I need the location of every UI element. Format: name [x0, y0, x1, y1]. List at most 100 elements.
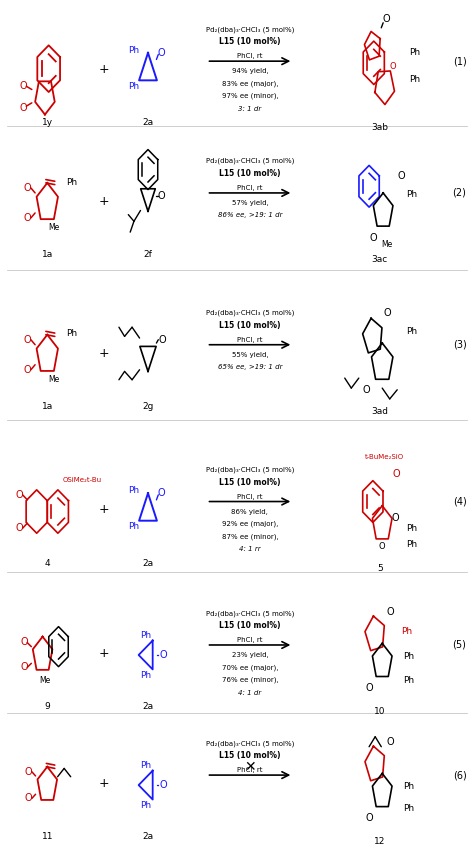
Text: 3ab: 3ab [371, 123, 388, 132]
Text: Ph: Ph [403, 676, 414, 684]
Text: L15 (10 mol%): L15 (10 mol%) [219, 37, 281, 47]
Text: 1a: 1a [42, 250, 53, 259]
Text: O: O [24, 365, 31, 375]
Text: PhCl, rt: PhCl, rt [237, 337, 263, 343]
Text: +: + [98, 63, 109, 76]
Text: L15 (10 mol%): L15 (10 mol%) [219, 321, 281, 330]
Text: (1): (1) [453, 56, 466, 66]
Text: L15 (10 mol%): L15 (10 mol%) [219, 751, 281, 761]
Text: PhCl, rt: PhCl, rt [237, 494, 263, 499]
Text: O: O [20, 662, 27, 672]
Text: 57% yield,: 57% yield, [231, 200, 268, 206]
Text: (3): (3) [453, 340, 466, 349]
Text: Ph: Ph [406, 524, 417, 533]
Text: Me: Me [381, 240, 392, 249]
Text: +: + [98, 347, 109, 360]
Text: Me: Me [49, 224, 60, 232]
Text: 1y: 1y [42, 119, 53, 127]
Text: +: + [98, 504, 109, 516]
Text: O: O [19, 103, 27, 113]
Text: O: O [19, 81, 27, 92]
Text: O: O [362, 385, 370, 395]
Text: O: O [159, 780, 167, 790]
Text: 11: 11 [42, 832, 53, 841]
Text: 1a: 1a [42, 402, 53, 411]
Text: +: + [98, 195, 109, 208]
Text: Ph: Ph [406, 540, 417, 550]
Text: Ph: Ph [406, 326, 417, 336]
Text: 9: 9 [45, 702, 50, 711]
Text: 94% yield,: 94% yield, [231, 68, 268, 74]
Text: 2a: 2a [142, 119, 154, 127]
Text: 86% ee, >19: 1 dr: 86% ee, >19: 1 dr [218, 213, 282, 219]
Text: O: O [24, 335, 31, 345]
Text: O: O [157, 192, 165, 201]
Text: Ph: Ph [128, 46, 139, 55]
Text: (4): (4) [453, 497, 466, 506]
Text: +: + [98, 647, 109, 660]
Text: 2a: 2a [142, 702, 154, 711]
Text: O: O [383, 308, 391, 318]
Text: 5: 5 [377, 564, 383, 572]
Text: O: O [158, 335, 166, 345]
Text: O: O [382, 14, 390, 25]
Text: 4: 1 rr: 4: 1 rr [239, 546, 261, 552]
Text: O: O [397, 171, 405, 181]
Text: L15 (10 mol%): L15 (10 mol%) [219, 170, 281, 178]
Text: Ph: Ph [407, 190, 418, 199]
Text: O: O [379, 542, 385, 551]
Text: L15 (10 mol%): L15 (10 mol%) [219, 477, 281, 487]
Text: t-BuMe₂SiO: t-BuMe₂SiO [365, 455, 404, 460]
Text: PhCl, rt: PhCl, rt [237, 53, 263, 59]
Text: O: O [159, 650, 167, 660]
Text: Ph: Ph [140, 801, 151, 811]
Text: Ph: Ph [128, 81, 139, 91]
Text: O: O [157, 488, 165, 498]
Text: O: O [369, 233, 377, 243]
Text: O: O [157, 47, 165, 58]
Text: 23% yield,: 23% yield, [231, 652, 268, 658]
Text: Ph: Ph [403, 804, 414, 813]
Text: 10: 10 [374, 707, 386, 717]
Text: (5): (5) [453, 640, 466, 650]
Text: 65% ee, >19: 1 dr: 65% ee, >19: 1 dr [218, 365, 282, 371]
Text: 4: 1 dr: 4: 1 dr [238, 689, 262, 695]
Text: 55% yield,: 55% yield, [232, 352, 268, 358]
Text: Ph: Ph [403, 782, 414, 791]
Text: 12: 12 [374, 837, 385, 846]
Text: Ph: Ph [410, 48, 420, 58]
Text: Ph: Ph [66, 329, 77, 338]
Text: 4: 4 [45, 559, 50, 568]
Text: (6): (6) [453, 770, 466, 780]
Text: O: O [365, 813, 373, 823]
Text: Pd₂(dba)₃·CHCl₃ (5 mol%): Pd₂(dba)₃·CHCl₃ (5 mol%) [206, 610, 294, 616]
Text: O: O [20, 638, 27, 648]
Text: O: O [392, 513, 399, 523]
Text: PhCl, rt: PhCl, rt [237, 637, 263, 643]
Text: 2a: 2a [142, 832, 154, 841]
Text: 87% ee (minor),: 87% ee (minor), [221, 533, 278, 540]
Text: O: O [25, 794, 32, 803]
Text: 3ac: 3ac [372, 255, 388, 265]
Text: Me: Me [49, 376, 60, 384]
Text: O: O [25, 767, 32, 777]
Text: 2a: 2a [142, 559, 154, 568]
Text: Pd₂(dba)₃·CHCl₃ (5 mol%): Pd₂(dba)₃·CHCl₃ (5 mol%) [206, 740, 294, 746]
Text: O: O [24, 213, 31, 223]
Text: PhCl, rt: PhCl, rt [237, 767, 263, 773]
Text: +: + [98, 777, 109, 790]
Text: PhCl, rt: PhCl, rt [237, 185, 263, 191]
Text: 2g: 2g [142, 402, 154, 411]
Text: O: O [392, 469, 400, 479]
Text: O: O [15, 490, 23, 499]
Text: O: O [365, 683, 373, 694]
Text: 92% ee (major),: 92% ee (major), [222, 521, 278, 527]
Text: OSiMe₂t-Bu: OSiMe₂t-Bu [63, 477, 102, 483]
Text: Ph: Ph [410, 75, 420, 84]
Text: O: O [24, 183, 31, 193]
Text: Pd₂(dba)₃·CHCl₃ (5 mol%): Pd₂(dba)₃·CHCl₃ (5 mol%) [206, 26, 294, 33]
Text: Ph: Ph [128, 522, 139, 531]
Text: 2f: 2f [144, 250, 153, 259]
Text: 3: 1 dr: 3: 1 dr [238, 106, 262, 112]
Text: Ph: Ph [401, 628, 412, 636]
